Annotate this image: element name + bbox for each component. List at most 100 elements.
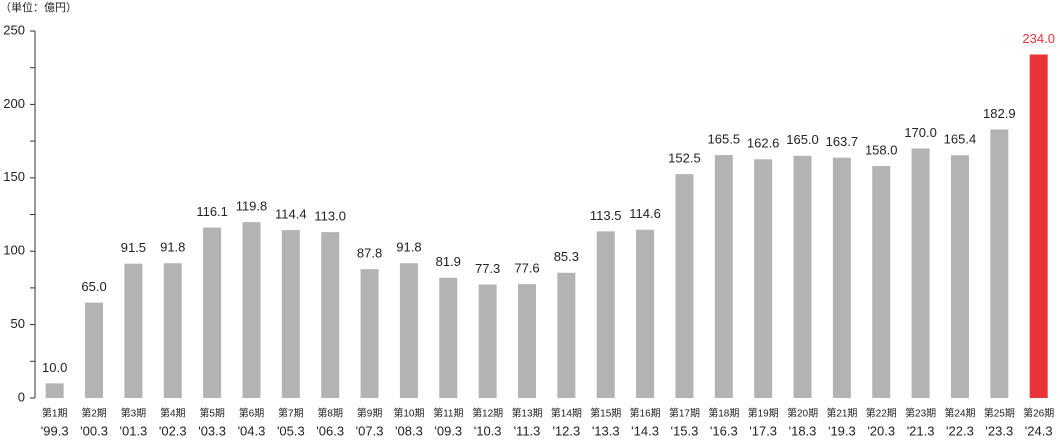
x-tick-sublabel: '14.3 xyxy=(631,423,659,438)
value-label: 234.0 xyxy=(1022,31,1055,46)
x-tick-label: 第8期 xyxy=(317,407,343,420)
x-tick-label: 第22期 xyxy=(866,407,897,420)
x-tick-label: 第16期 xyxy=(630,407,661,420)
value-label: 114.6 xyxy=(629,206,661,221)
x-tick-label: 第18期 xyxy=(708,407,739,420)
x-tick-label: 第23期 xyxy=(905,407,936,420)
y-tick-label: 0 xyxy=(18,389,25,404)
x-tick-sublabel: '04.3 xyxy=(238,423,266,438)
value-label: 77.3 xyxy=(475,261,500,276)
bar xyxy=(636,229,655,398)
x-tick-sublabel: '10.3 xyxy=(474,423,502,438)
bar xyxy=(124,263,143,398)
x-tick-sublabel: '16.3 xyxy=(710,423,738,438)
x-tick-sublabel: '09.3 xyxy=(434,423,462,438)
x-tick-label: 第6期 xyxy=(239,407,265,420)
bar xyxy=(518,284,536,398)
y-tick-label: 50 xyxy=(11,316,25,331)
x-tick-label: 第19期 xyxy=(748,407,779,420)
value-label: 152.5 xyxy=(668,151,701,166)
bar xyxy=(242,222,261,398)
x-tick-label: 第10期 xyxy=(393,407,424,420)
bar xyxy=(793,155,812,398)
bar xyxy=(714,155,733,398)
x-tick-sublabel: '08.3 xyxy=(395,423,423,438)
x-tick-sublabel: '15.3 xyxy=(671,423,699,438)
x-tick-label: 第4期 xyxy=(160,407,186,420)
x-tick-sublabel: '00.3 xyxy=(80,423,108,438)
y-tick-label: 150 xyxy=(3,169,25,184)
x-tick-sublabel: '19.3 xyxy=(828,423,856,438)
value-label: 162.6 xyxy=(747,136,780,151)
y-tick-label: 250 xyxy=(3,22,25,37)
bar xyxy=(439,277,458,398)
value-label: 114.4 xyxy=(275,206,307,221)
x-tick-label: 第20期 xyxy=(787,407,818,420)
bar xyxy=(163,263,182,398)
x-tick-label: 第21期 xyxy=(826,407,857,420)
x-tick-sublabel: '18.3 xyxy=(789,423,817,438)
value-label: 81.9 xyxy=(436,254,461,269)
bar xyxy=(675,174,694,398)
x-tick-label: 第1期 xyxy=(42,407,68,420)
bar xyxy=(1029,54,1048,398)
y-tick-label: 200 xyxy=(3,96,25,111)
value-label: 158.0 xyxy=(865,142,898,157)
x-tick-label: 第24期 xyxy=(944,407,975,420)
bar xyxy=(478,284,497,398)
x-tick-label: 第7期 xyxy=(278,407,304,420)
bar xyxy=(557,272,576,398)
x-tick-sublabel: '02.3 xyxy=(159,423,187,438)
value-label: 77.6 xyxy=(514,261,539,276)
y-tick-label: 100 xyxy=(3,243,25,258)
value-label: 182.9 xyxy=(983,106,1016,121)
bar xyxy=(950,155,969,398)
x-tick-label: 第13期 xyxy=(511,407,542,420)
value-label: 91.8 xyxy=(160,240,185,255)
x-tick-sublabel: '17.3 xyxy=(749,423,777,438)
value-label: 87.8 xyxy=(357,246,382,261)
x-tick-sublabel: '12.3 xyxy=(552,423,580,438)
value-label: 165.5 xyxy=(708,131,741,146)
x-tick-sublabel: '20.3 xyxy=(867,423,895,438)
bar xyxy=(85,302,104,398)
bar xyxy=(872,166,891,398)
x-tick-sublabel: '13.3 xyxy=(592,423,620,438)
x-tick-sublabel: '01.3 xyxy=(120,423,148,438)
value-label: 85.3 xyxy=(554,249,579,264)
bar xyxy=(281,230,300,398)
bar xyxy=(360,269,379,398)
bar xyxy=(45,383,64,398)
x-tick-label: 第12期 xyxy=(472,407,503,420)
x-tick-sublabel: '22.3 xyxy=(946,423,974,438)
x-tick-label: 第9期 xyxy=(357,407,383,420)
x-tick-sublabel: '05.3 xyxy=(277,423,305,438)
value-label: 91.5 xyxy=(121,240,146,255)
x-tick-label: 第2期 xyxy=(81,407,107,420)
value-label: 170.0 xyxy=(904,125,937,140)
x-tick-sublabel: '99.3 xyxy=(41,423,69,438)
value-label: 119.8 xyxy=(236,199,268,214)
x-tick-sublabel: '21.3 xyxy=(907,423,935,438)
bar xyxy=(990,129,1009,398)
x-tick-sublabel: '24.3 xyxy=(1025,423,1053,438)
bar xyxy=(832,157,851,398)
value-label: 163.7 xyxy=(826,134,859,149)
x-tick-sublabel: '07.3 xyxy=(356,423,384,438)
bar xyxy=(596,231,615,398)
x-tick-label: 第11期 xyxy=(433,407,463,420)
value-label: 65.0 xyxy=(81,279,106,294)
x-tick-label: 第17期 xyxy=(669,407,700,420)
x-tick-label: 第26期 xyxy=(1023,407,1054,420)
x-tick-sublabel: '23.3 xyxy=(985,423,1013,438)
value-label: 165.0 xyxy=(786,132,819,147)
bar xyxy=(203,227,222,398)
x-tick-sublabel: '06.3 xyxy=(316,423,344,438)
x-tick-sublabel: '11.3 xyxy=(514,423,541,438)
value-label: 10.0 xyxy=(42,360,67,375)
x-tick-label: 第14期 xyxy=(551,407,582,420)
x-tick-label: 第25期 xyxy=(984,407,1015,420)
unit-label: （単位：億円） xyxy=(0,0,77,14)
value-label: 113.5 xyxy=(590,208,622,223)
